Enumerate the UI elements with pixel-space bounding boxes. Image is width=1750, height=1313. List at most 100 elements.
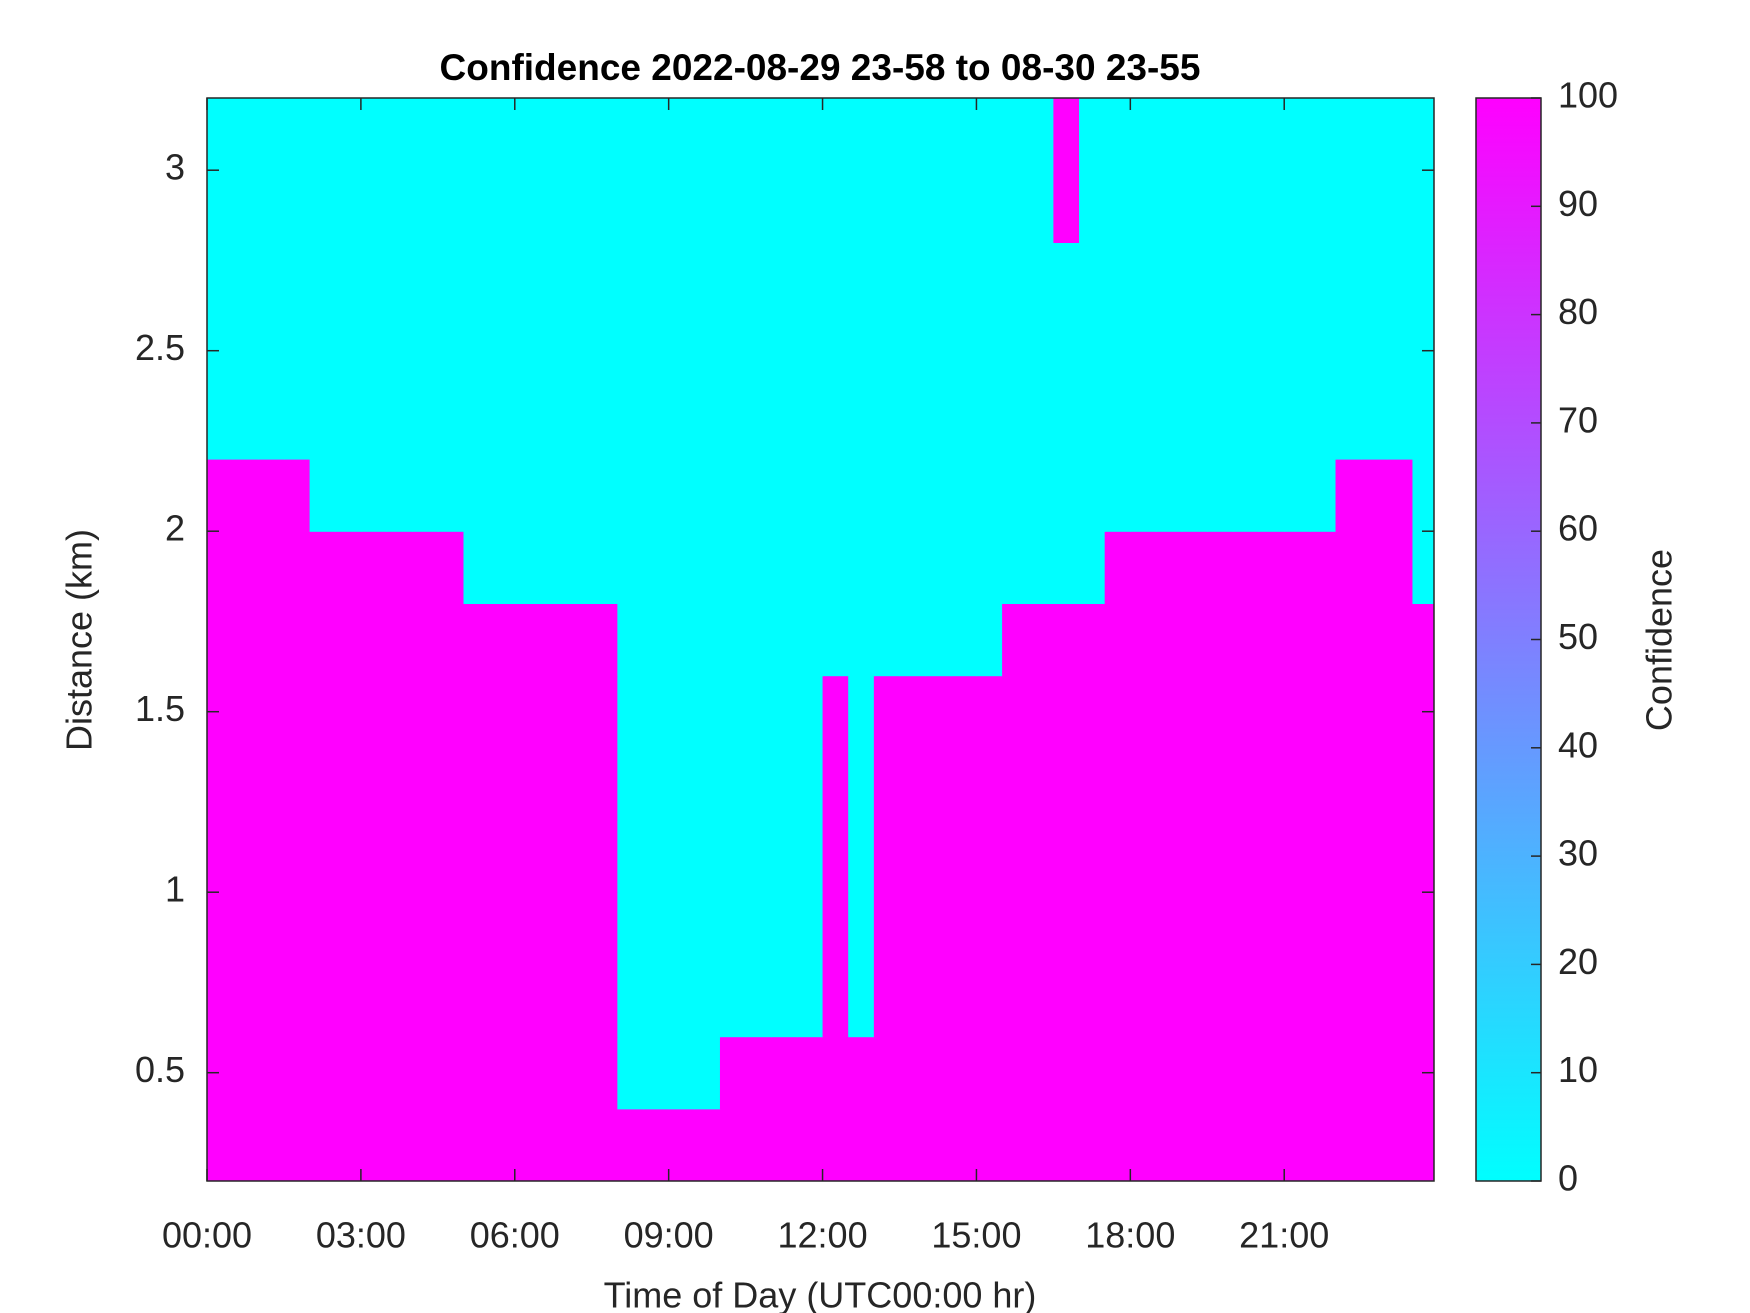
heatmap-cell — [771, 98, 798, 171]
heatmap-cell — [1284, 1108, 1311, 1181]
heatmap-cell — [873, 820, 901, 893]
heatmap-cell — [848, 386, 875, 460]
heatmap-cell — [745, 964, 772, 1038]
heatmap-cell — [950, 242, 978, 316]
heatmap-cell — [873, 1108, 901, 1181]
heatmap-cell — [1309, 747, 1337, 821]
heatmap-cell — [1155, 170, 1183, 243]
heatmap-cell — [258, 603, 285, 677]
heatmap-cell — [873, 892, 901, 965]
heatmap-cell — [360, 747, 388, 821]
heatmap-cell — [1207, 964, 1234, 1038]
heatmap-cell — [360, 892, 388, 965]
heatmap-cell — [283, 964, 311, 1038]
heatmap-cell — [283, 1036, 311, 1110]
heatmap-cell — [873, 314, 901, 388]
heatmap-cell — [207, 964, 234, 1038]
heatmap-cell — [1104, 964, 1131, 1038]
heatmap-cell — [1027, 170, 1054, 243]
heatmap-cell — [1130, 747, 1157, 821]
heatmap-cell — [617, 98, 644, 171]
heatmap-cell — [822, 242, 849, 316]
heatmap-cell — [643, 170, 670, 243]
heatmap-cell — [489, 98, 516, 171]
heatmap-cell — [1053, 964, 1080, 1038]
heatmap-cell — [1258, 675, 1285, 749]
heatmap-cell — [386, 242, 413, 316]
heatmap-cell — [360, 314, 388, 388]
heatmap-cell — [899, 747, 926, 821]
heatmap-cell — [309, 531, 336, 604]
heatmap-cell — [309, 603, 336, 677]
heatmap-cell — [540, 964, 567, 1038]
heatmap-cell — [822, 531, 849, 604]
heatmap-cell — [412, 892, 439, 965]
heatmap-cell — [976, 314, 1003, 388]
heatmap-cell — [617, 747, 644, 821]
heatmap-cell — [796, 386, 824, 460]
heatmap-cell — [463, 1036, 490, 1110]
heatmap-cell — [1130, 964, 1157, 1038]
heatmap-cell — [745, 1108, 772, 1181]
heatmap-cell — [925, 820, 952, 893]
heatmap-cell — [360, 242, 388, 316]
heatmap-cell — [848, 1108, 875, 1181]
heatmap-cell — [1207, 531, 1234, 604]
heatmap-cell — [976, 964, 1003, 1038]
heatmap-cell — [1155, 964, 1183, 1038]
heatmap-cell — [925, 531, 952, 604]
heatmap-cell — [1386, 314, 1414, 388]
heatmap-cell — [514, 459, 542, 532]
heatmap-cell — [1181, 747, 1208, 821]
heatmap-cell — [1079, 747, 1106, 821]
heatmap-cell — [1258, 820, 1285, 893]
heatmap-cell — [643, 242, 670, 316]
heatmap-cell — [309, 820, 336, 893]
heatmap-cell — [386, 98, 413, 171]
heatmap-cell — [796, 459, 824, 532]
heatmap-cell — [1207, 1036, 1234, 1110]
heatmap-cell — [848, 242, 875, 316]
heatmap-cell — [694, 242, 721, 316]
heatmap-cell — [309, 1036, 336, 1110]
heatmap-cell — [463, 459, 490, 532]
heatmap-cell — [386, 386, 413, 460]
y-axis-label: Distance (km) — [59, 529, 100, 751]
heatmap-cell — [463, 675, 490, 749]
heatmap-cell — [1386, 170, 1414, 243]
heatmap-cell — [976, 1036, 1003, 1110]
heatmap-cell — [899, 964, 926, 1038]
heatmap-cell — [1002, 964, 1029, 1038]
heatmap-cell — [643, 892, 670, 965]
heatmap-cell — [1335, 170, 1362, 243]
colorbar-tick-label: 10 — [1558, 1049, 1598, 1090]
heatmap-cell — [617, 964, 644, 1038]
heatmap-cell — [437, 1036, 465, 1110]
heatmap-cell — [1130, 242, 1157, 316]
heatmap-cell — [771, 820, 798, 893]
heatmap-cell — [258, 531, 285, 604]
heatmap-cell — [848, 170, 875, 243]
heatmap-cell — [463, 242, 490, 316]
heatmap-cell — [463, 531, 490, 604]
heatmap-cell — [386, 892, 413, 965]
heatmap-cell — [1412, 1108, 1434, 1181]
heatmap-cell — [1002, 1108, 1029, 1181]
x-tick-label: 18:00 — [1085, 1215, 1175, 1256]
heatmap-cell — [745, 459, 772, 532]
heatmap-cell — [1335, 386, 1362, 460]
heatmap-cell — [514, 603, 542, 677]
heatmap-cell — [540, 1108, 567, 1181]
heatmap-cell — [360, 1108, 388, 1181]
heatmap-cell — [668, 242, 695, 316]
heatmap-cell — [822, 820, 849, 893]
heatmap-cell — [771, 1036, 798, 1110]
heatmap-cell — [1053, 1036, 1080, 1110]
heatmap-cell — [489, 603, 516, 677]
heatmap-cell — [719, 242, 747, 316]
heatmap-cell — [1002, 459, 1029, 532]
heatmap-cell — [566, 314, 593, 388]
heatmap-cell — [694, 747, 721, 821]
heatmap-cell — [591, 531, 618, 604]
heatmap-cell — [335, 675, 362, 749]
